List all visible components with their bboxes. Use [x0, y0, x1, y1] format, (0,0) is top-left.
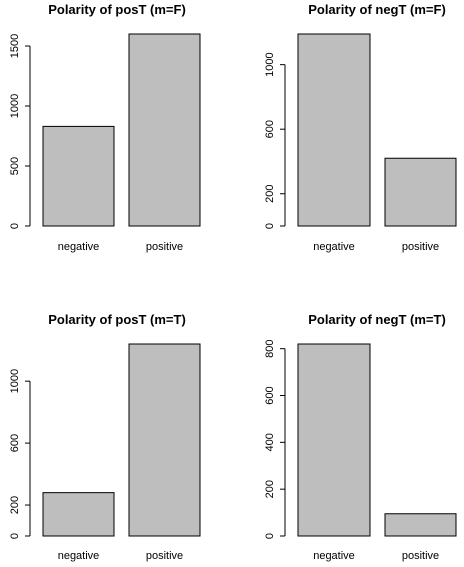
y-tick-label: 0 — [264, 223, 276, 229]
chart-title: Polarity of posT (m=T) — [48, 312, 186, 327]
category-label: positive — [402, 241, 439, 253]
bar-negative — [297, 343, 371, 537]
y-tick-label: 800 — [264, 340, 276, 358]
y-tick-label: 500 — [9, 157, 21, 175]
bar-positive — [128, 343, 201, 537]
category-label: positive — [146, 550, 183, 562]
bar-positive — [384, 157, 457, 227]
y-tick-label: 0 — [264, 533, 276, 539]
category-label: negative — [58, 550, 100, 562]
chart-panel: Polarity of negT (m=T) 0 200 400 600 800 negat… — [264, 312, 457, 562]
y-tick-label: 600 — [264, 120, 276, 138]
category-label: negative — [313, 550, 355, 562]
chart-title: Polarity of negT (m=T) — [308, 312, 446, 327]
y-tick-label: 0 — [9, 223, 21, 229]
chart-title: Polarity of negT (m=F) — [308, 2, 446, 17]
y-tick-label: 1000 — [9, 94, 21, 118]
y-tick-label: 1500 — [9, 34, 21, 58]
bar-positive — [384, 513, 457, 537]
category-label: negative — [58, 241, 100, 253]
category-label: positive — [146, 241, 183, 253]
chart-panel: Polarity of posT (m=T) 0 200 600 1000 negativ… — [9, 312, 201, 562]
bar-negative — [42, 492, 115, 537]
y-tick-label: 200 — [264, 185, 276, 203]
y-tick-label: 600 — [9, 434, 21, 452]
category-label: positive — [402, 550, 439, 562]
y-tick-label: 400 — [264, 433, 276, 451]
y-tick-label: 1000 — [9, 369, 21, 393]
chart-panel: Polarity of negT (m=F) 0 200 600 1000 negativ… — [264, 2, 457, 253]
y-tick-label: 0 — [9, 533, 21, 539]
category-label: negative — [313, 241, 355, 253]
chart-panel: Polarity of posT (m=F) 0 500 1000 1500 negati… — [9, 2, 201, 253]
y-tick-label: 1000 — [264, 52, 276, 76]
y-tick-label: 200 — [9, 496, 21, 514]
bar-negative — [42, 125, 115, 227]
bar-negative — [297, 33, 371, 227]
bar-positive — [128, 33, 201, 227]
y-tick-label: 600 — [264, 386, 276, 404]
y-tick-label: 200 — [264, 480, 276, 498]
chart-title: Polarity of posT (m=F) — [48, 2, 186, 17]
